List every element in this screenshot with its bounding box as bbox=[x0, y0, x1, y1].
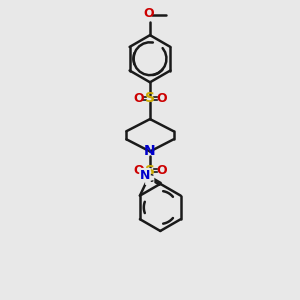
Text: S: S bbox=[145, 164, 155, 178]
Text: N: N bbox=[140, 169, 150, 182]
Text: S: S bbox=[145, 92, 155, 106]
Text: O: O bbox=[156, 164, 166, 177]
Text: C: C bbox=[146, 174, 154, 184]
Text: O: O bbox=[134, 164, 144, 177]
Text: O: O bbox=[134, 92, 144, 105]
Text: O: O bbox=[156, 92, 166, 105]
Text: O: O bbox=[143, 7, 154, 20]
Text: N: N bbox=[144, 145, 156, 158]
